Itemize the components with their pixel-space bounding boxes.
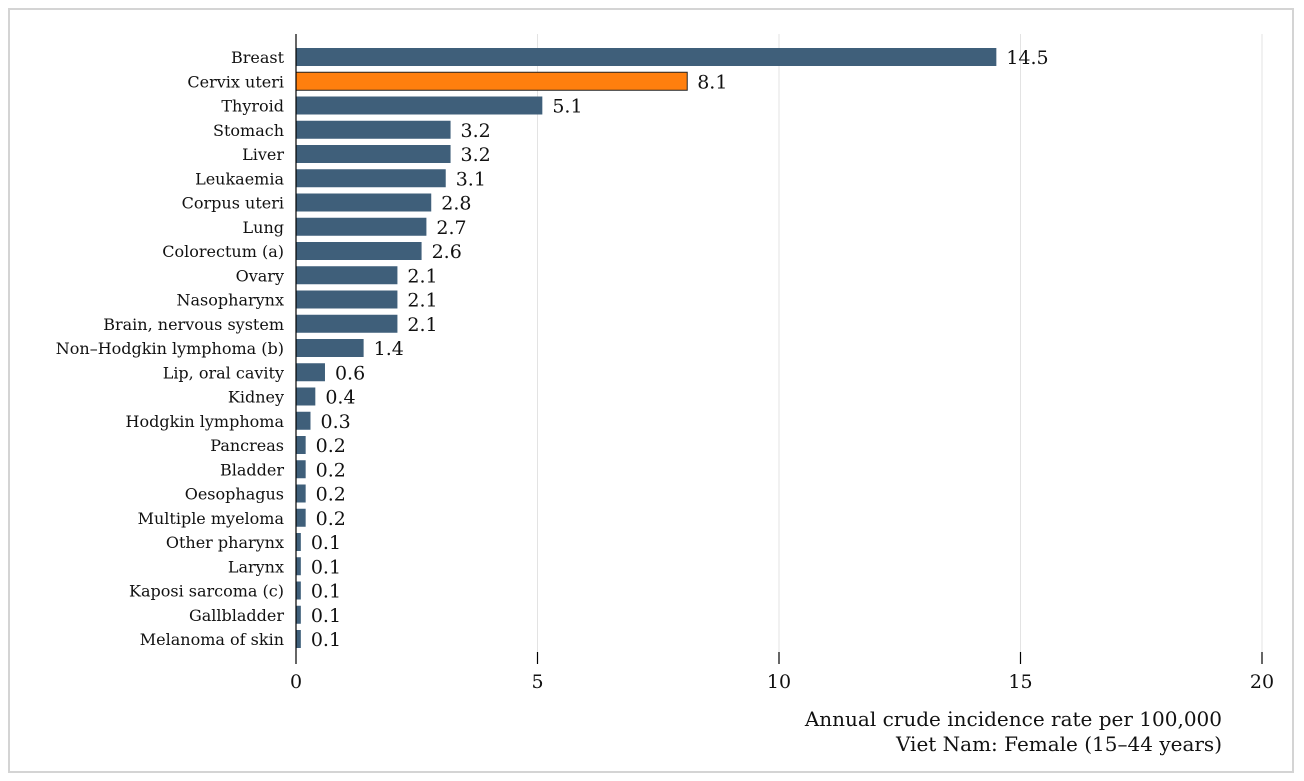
value-label: 0.1 (311, 581, 341, 603)
category-label: Thyroid (221, 97, 284, 116)
bar (296, 48, 996, 66)
category-label: Other pharynx (166, 533, 284, 552)
x-tick-label: 15 (1008, 671, 1032, 693)
value-label: 0.6 (335, 362, 365, 384)
value-label: 3.1 (456, 168, 486, 190)
value-label: 0.4 (325, 387, 355, 409)
value-label: 2.1 (407, 290, 437, 312)
category-label: Gallbladder (189, 606, 284, 625)
value-label: 0.2 (316, 435, 346, 457)
category-label: Liver (242, 145, 284, 164)
bar (296, 363, 325, 381)
category-label: Corpus uteri (182, 194, 284, 213)
value-label: 2.8 (441, 193, 471, 215)
x-axis-subtitle: Viet Nam: Female (15–44 years) (895, 732, 1222, 756)
value-label: 1.4 (374, 338, 404, 360)
x-tick-label: 0 (290, 671, 302, 693)
value-label: 3.2 (461, 120, 491, 142)
bar (296, 339, 364, 357)
gridlines (538, 34, 1263, 652)
category-label: Larynx (228, 557, 284, 576)
bar (296, 485, 306, 503)
category-label: Nasopharynx (177, 291, 284, 310)
category-label: Multiple myeloma (138, 509, 285, 528)
bar (296, 388, 315, 406)
category-label: Pancreas (210, 436, 284, 455)
bar (296, 533, 301, 551)
value-label: 0.2 (316, 484, 346, 506)
bar (296, 121, 451, 139)
bar (296, 460, 306, 478)
value-label: 2.1 (407, 265, 437, 287)
bar (296, 266, 397, 284)
value-label: 2.6 (432, 241, 462, 263)
bar (296, 291, 397, 309)
value-label: 5.1 (552, 96, 582, 118)
bar (296, 557, 301, 575)
category-label: Cervix uteri (187, 72, 284, 91)
value-label: 0.1 (311, 629, 341, 651)
labels: Breast 14.5 Cervix uteri 8.1 Thyroid 5.1 Stoma… (56, 47, 1049, 651)
bar (296, 218, 426, 236)
category-label: Bladder (220, 460, 284, 479)
value-label: 14.5 (1006, 47, 1048, 69)
value-label: 0.1 (311, 605, 341, 627)
value-label: 2.7 (436, 217, 466, 239)
value-label: 0.3 (320, 411, 350, 433)
category-label: Kidney (228, 388, 284, 407)
category-label: Stomach (213, 121, 284, 140)
x-axis-title: Annual crude incidence rate per 100,000 (804, 707, 1222, 731)
chart-frame: 0 5 10 15 20 Breast 14.5 Cervix uteri 8.1 Thyroi… (8, 8, 1294, 773)
bar (296, 315, 397, 333)
bar (296, 72, 687, 90)
category-label: Lung (243, 218, 284, 237)
bar (296, 630, 301, 648)
value-label: 0.2 (316, 508, 346, 530)
bar (296, 606, 301, 624)
category-label: Lip, oral cavity (163, 363, 284, 382)
x-tick-label: 5 (531, 671, 543, 693)
bar (296, 145, 451, 163)
bar (296, 97, 542, 115)
bar (296, 194, 431, 212)
category-label: Kaposi sarcoma (c) (129, 582, 284, 601)
category-label: Melanoma of skin (140, 630, 284, 649)
category-label: Brain, nervous system (103, 315, 284, 334)
value-label: 0.1 (311, 532, 341, 554)
category-label: Breast (231, 48, 285, 67)
category-label: Leukaemia (195, 169, 284, 188)
value-label: 3.2 (461, 144, 491, 166)
category-label: Ovary (236, 266, 284, 285)
bar (296, 412, 310, 430)
bar (296, 242, 422, 260)
bar (296, 436, 306, 454)
value-label: 2.1 (407, 314, 437, 336)
x-tick-label: 20 (1250, 671, 1274, 693)
category-label: Hodgkin lymphoma (126, 412, 285, 431)
category-label: Oesophagus (185, 485, 284, 504)
category-label: Colorectum (a) (162, 242, 284, 261)
x-tick-label: 10 (767, 671, 791, 693)
bar (296, 582, 301, 600)
value-label: 0.1 (311, 556, 341, 578)
bar (296, 169, 446, 187)
category-label: Non–Hodgkin lymphoma (b) (56, 339, 284, 358)
bar (296, 509, 306, 527)
bar-chart: 0 5 10 15 20 Breast 14.5 Cervix uteri 8.1 Thyroi… (10, 10, 1292, 771)
value-label: 0.2 (316, 459, 346, 481)
value-label: 8.1 (697, 71, 727, 93)
